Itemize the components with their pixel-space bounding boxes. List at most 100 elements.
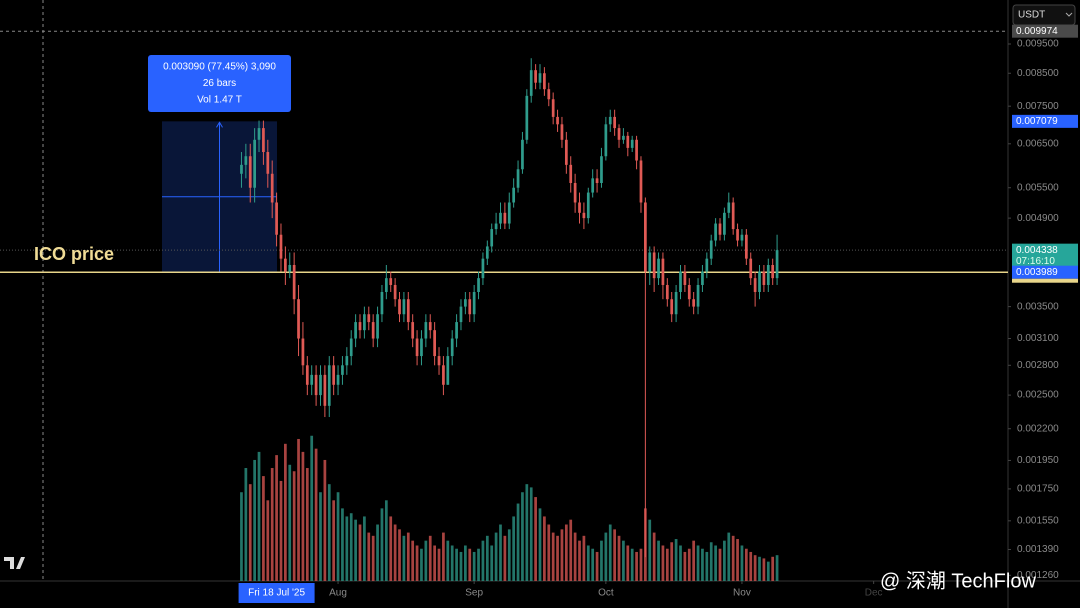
volume-bar: [701, 548, 704, 581]
select-label[interactable]: USDT: [1018, 10, 1045, 21]
candle-body: [384, 278, 388, 292]
candle-body: [644, 202, 647, 272]
volume-bar: [398, 529, 401, 581]
candle-body: [753, 278, 757, 292]
candle-body: [363, 314, 366, 331]
candle-body: [683, 271, 687, 285]
volume-bar: [459, 551, 463, 581]
x-tick-label: Oct: [598, 588, 614, 599]
volume-bar: [406, 532, 410, 581]
chevron: [1065, 12, 1073, 17]
volume-bar: [354, 519, 357, 581]
volume-bar: [376, 524, 379, 581]
candle-body: [635, 139, 638, 161]
candle-body: [771, 264, 775, 279]
candle-body: [327, 365, 331, 406]
currency-select[interactable]: USDT: [1012, 4, 1076, 26]
candle-body: [582, 212, 586, 219]
volume-bar: [758, 556, 761, 581]
volume-bar: [709, 542, 713, 581]
annotation: ICO price: [34, 244, 114, 264]
candle-body: [420, 338, 423, 357]
volume-bar: [349, 513, 353, 581]
volume-bar: [446, 540, 450, 581]
volume-bar: [270, 468, 274, 581]
y-tick-label: 0.002800: [1017, 360, 1059, 371]
candle-body: [455, 322, 458, 339]
candle-body: [626, 135, 630, 148]
candle-body: [319, 374, 322, 396]
y-tick-label: 0.009500: [1017, 39, 1059, 50]
candle-body: [345, 356, 349, 366]
candle-body: [512, 187, 516, 203]
volume-bar: [319, 492, 322, 581]
volume-bar: [485, 535, 489, 581]
candle-body: [630, 139, 634, 148]
volume-bar: [327, 484, 331, 581]
volume-bar: [477, 548, 480, 581]
volume-bar: [766, 561, 770, 581]
y-tick-label: 0.004900: [1017, 213, 1059, 224]
candle-body: [674, 291, 678, 315]
candle-body: [411, 322, 415, 339]
volume-bar: [771, 556, 775, 581]
candle-body: [731, 202, 735, 230]
candle-body: [393, 284, 397, 300]
volume-bar: [437, 548, 441, 581]
candle-body: [415, 338, 419, 357]
price-label: 0.004338: [1016, 245, 1058, 256]
volume-bar: [534, 497, 537, 581]
volume-bar: [687, 548, 691, 581]
candle-body: [275, 202, 278, 235]
volume-bar: [472, 551, 476, 581]
logo-shape: [4, 557, 25, 569]
countdown: 07:16:10: [1016, 256, 1055, 267]
ico-marker: [1012, 278, 1078, 283]
volume-bar: [468, 548, 472, 581]
candle-body: [534, 70, 537, 83]
tv-logo: [4, 557, 25, 569]
volume-bar: [402, 535, 406, 581]
tooltip-line: 26 bars: [203, 78, 236, 89]
volume-bar: [705, 551, 709, 581]
volume-bar: [652, 532, 656, 581]
candle-body: [657, 258, 660, 279]
volume-bar: [490, 545, 494, 581]
candle-body: [442, 365, 445, 385]
volume-bar: [639, 548, 643, 581]
volume-bar: [301, 451, 305, 581]
y-tick-label: 0.003500: [1017, 301, 1059, 312]
candle-body: [564, 139, 568, 165]
volume-bar: [683, 551, 687, 581]
volume-bar: [591, 548, 595, 581]
volume-bar: [305, 468, 309, 581]
candle-body: [709, 240, 713, 259]
x-tick-label: Dec: [865, 588, 883, 599]
y-tick-label: 0.006500: [1017, 138, 1059, 149]
volume-bar: [622, 540, 625, 581]
volume-bar: [499, 524, 502, 581]
candle-body: [762, 271, 766, 285]
candle-body: [569, 164, 573, 184]
candle-body: [314, 374, 318, 396]
x-tick-label: Sep: [465, 588, 483, 599]
volume-bar: [464, 545, 467, 581]
volume-bar: [648, 519, 652, 581]
candle-body: [240, 164, 243, 174]
candle-body: [371, 322, 375, 339]
arrow-head: [216, 121, 223, 128]
y-tick-label: 0.001390: [1017, 544, 1059, 555]
candle-body: [402, 299, 406, 315]
candle-body: [253, 139, 256, 188]
y-tick-label: 0.005500: [1017, 182, 1059, 193]
candle-body: [736, 229, 739, 241]
volume-bar: [358, 524, 362, 581]
candle-body: [529, 70, 533, 96]
volume-bar: [367, 532, 371, 581]
volume-bar: [371, 535, 375, 581]
volume-bar: [665, 548, 669, 581]
volume-bar: [253, 459, 256, 581]
volume-bar: [481, 540, 485, 581]
candle-body: [428, 322, 432, 331]
